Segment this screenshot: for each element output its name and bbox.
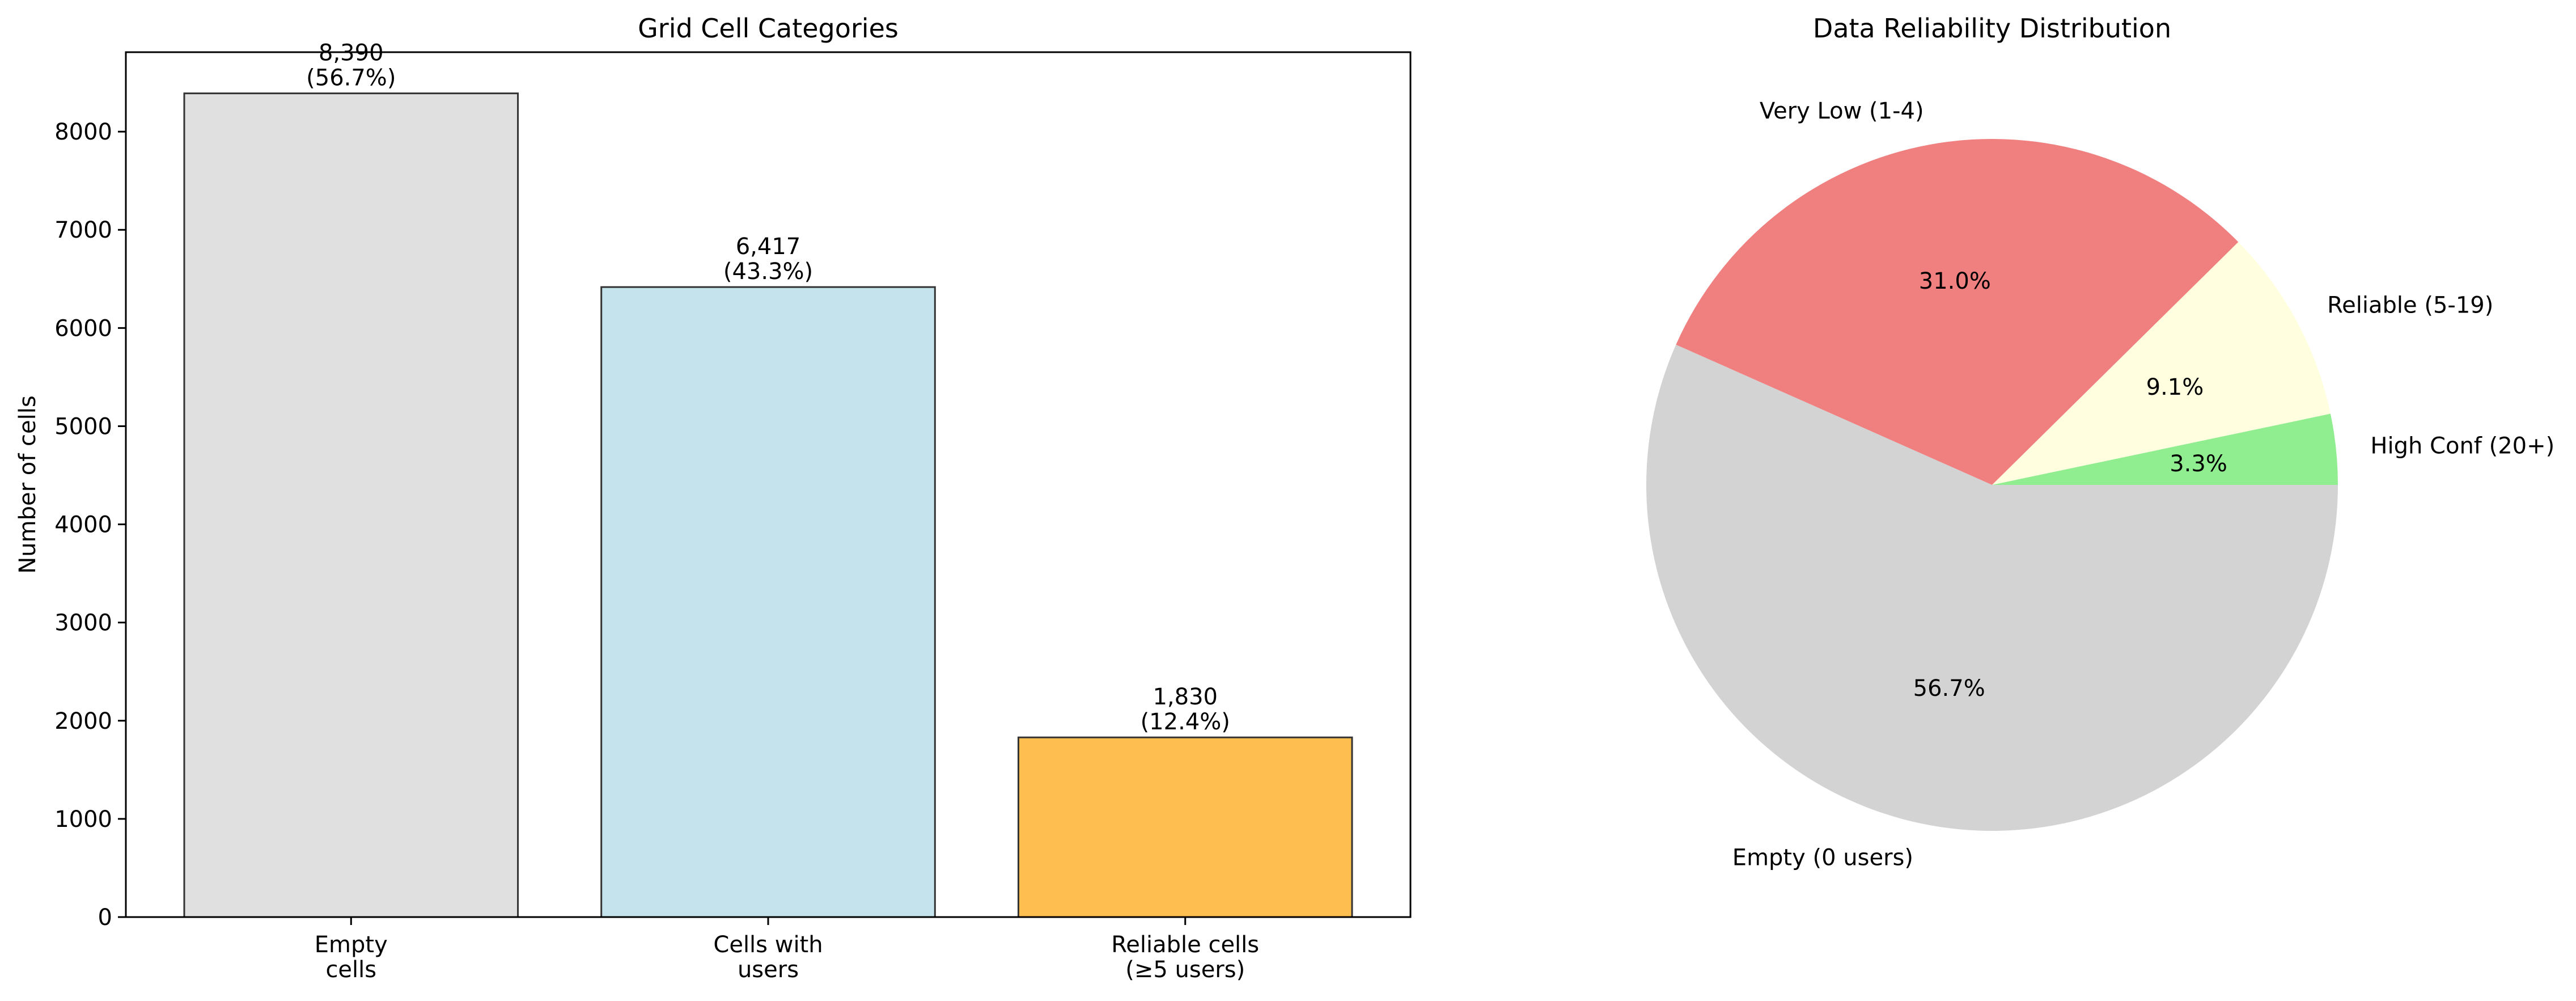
x-tick-label: Reliable cells (≥5 users) xyxy=(1111,932,1259,983)
y-tick-label: 7000 xyxy=(54,217,112,243)
y-tick-label: 2000 xyxy=(54,708,112,734)
pie-percent-label: 3.3% xyxy=(2170,451,2227,477)
pie-slice xyxy=(1992,242,2331,485)
bar-x-ticks: Empty cells Cells with users Reliable cells(… xyxy=(315,917,1259,983)
bar-data-label: 1,830 (12.4%) xyxy=(1141,684,1230,735)
pie-slice-label: Very Low (1-4) xyxy=(1760,98,1924,124)
x-tick-label-line: users xyxy=(738,957,799,983)
pie-slice-label: High Conf (20+) xyxy=(2370,433,2554,459)
bar-data-label-line: (43.3%) xyxy=(723,259,813,285)
y-tick-label: 8000 xyxy=(54,119,112,145)
bar-chart: Grid Cell Categories Number of cells 0 10… xyxy=(15,13,1412,983)
y-tick-label: 3000 xyxy=(54,610,112,636)
x-tick-label: Empty cells xyxy=(315,932,388,983)
x-tick-label-line: Cells with xyxy=(713,932,823,958)
x-tick-label-line: Reliable cells xyxy=(1111,932,1259,958)
pie-labels: 56.7% Empty (0 users) 31.0% Very Low (1-4) 9… xyxy=(1732,98,2554,871)
bar-plot-frame xyxy=(125,51,1412,918)
pie-percent-label: 56.7% xyxy=(1913,675,1985,702)
x-tick-label-line: cells xyxy=(325,957,376,983)
y-tick-label: 5000 xyxy=(54,413,112,440)
bar-bars xyxy=(183,92,1353,918)
bar-y-ticks: 0 1000 2000 3000 4000 5000 6000 7000 8000 xyxy=(54,119,126,931)
bar-data-label-line: (56.7%) xyxy=(306,65,396,91)
bar xyxy=(600,286,936,918)
y-tick-label: 1000 xyxy=(54,806,112,833)
bar xyxy=(1017,736,1353,918)
bar-data-labels: 8,390 (56.7%) 6,417 (43.3%) 1,830 (12.4%) xyxy=(306,40,1230,736)
pie-chart: Data Reliability Distribution 56.7% Empty… xyxy=(1646,13,2554,871)
bar-data-label-line: 1,830 xyxy=(1153,684,1218,710)
bar-data-label-line: (12.4%) xyxy=(1141,709,1230,735)
pie-slice-label: Empty (0 users) xyxy=(1732,844,1913,871)
bar xyxy=(183,92,519,918)
pie-slices xyxy=(1646,138,2338,831)
bar-data-label: 8,390 (56.7%) xyxy=(306,40,396,91)
bar-data-label: 6,417 (43.3%) xyxy=(723,234,813,285)
y-tick-label: 6000 xyxy=(54,315,112,341)
pie-slice xyxy=(1992,413,2338,485)
bar-chart-title: Grid Cell Categories xyxy=(638,13,899,44)
y-tick-label: 0 xyxy=(98,905,112,931)
y-tick-label: 4000 xyxy=(54,512,112,538)
x-tick-label: Cells with users xyxy=(713,932,823,983)
bar-y-axis-label: Number of cells xyxy=(15,395,41,573)
pie-chart-title: Data Reliability Distribution xyxy=(1813,13,2171,44)
pie-slice-label: Reliable (5-19) xyxy=(2327,293,2493,319)
pie-percent-label: 9.1% xyxy=(2146,374,2204,400)
x-tick-label-line: Empty xyxy=(315,932,388,958)
bar-data-label-line: 8,390 xyxy=(319,40,384,66)
pie-slice xyxy=(1676,138,2239,485)
pie-percent-label: 31.0% xyxy=(1919,268,1991,294)
pie-slice xyxy=(1646,344,2338,831)
bar-data-label-line: 6,417 xyxy=(736,234,801,260)
x-tick-label-line: (≥5 users) xyxy=(1125,957,1245,983)
